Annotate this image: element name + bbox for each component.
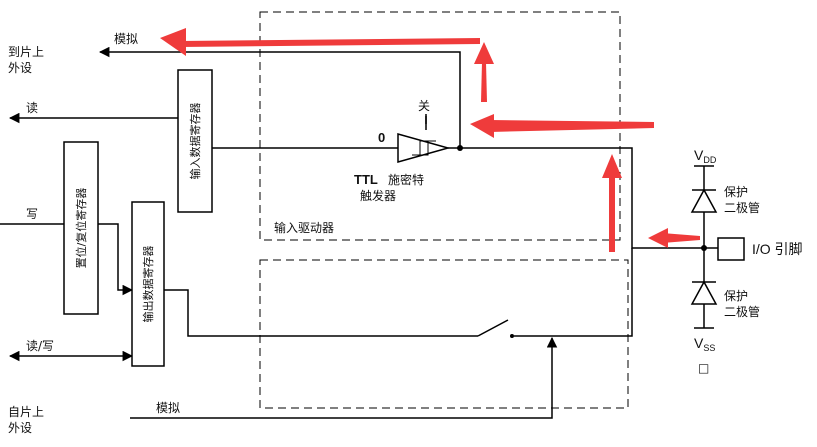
from-onchip-label-1: 自片上 bbox=[8, 405, 44, 419]
analog-top-wire bbox=[98, 46, 461, 148]
analog-top-label: 模拟 bbox=[114, 32, 138, 46]
input-driver-label: 输入驱动器 bbox=[274, 220, 334, 235]
output-data-register-label: 输出数据寄存器 bbox=[141, 246, 155, 323]
small-square-mark: □ bbox=[698, 361, 709, 375]
pin-node bbox=[701, 245, 707, 251]
set-reset-register bbox=[63, 141, 99, 315]
schmitt-output-wire bbox=[448, 147, 718, 249]
io-pin-label: I/O 引脚 bbox=[752, 241, 803, 257]
red-arrow-pin-up bbox=[602, 154, 622, 252]
input-data-register bbox=[177, 69, 213, 213]
input-data-register-label: 输入数据寄存器 bbox=[188, 103, 202, 180]
from-onchip-label-2: 外设 bbox=[8, 421, 32, 435]
read-write-label: 读/写 bbox=[26, 339, 54, 353]
schmitt-label-1: 施密特 bbox=[388, 172, 424, 187]
write-label: 写 bbox=[26, 207, 38, 221]
off-label: 关 bbox=[418, 99, 430, 113]
schmitt-symbol bbox=[412, 140, 436, 156]
lower-protect-label-1: 保护 bbox=[724, 289, 748, 303]
to-onchip-label-1: 到片上 bbox=[8, 45, 44, 59]
ttl-label: TTL bbox=[354, 172, 378, 187]
set-reset-register-label: 置位/复位寄存器 bbox=[74, 188, 88, 269]
analog-bottom-wire bbox=[130, 336, 558, 419]
vdd-label: VDD bbox=[694, 147, 717, 165]
zero-label: 0 bbox=[378, 130, 385, 145]
schmitt-label-2: 触发器 bbox=[360, 188, 396, 203]
lower-protection-diode bbox=[690, 280, 718, 305]
schmitt-out-node bbox=[457, 145, 463, 151]
red-arrow-pin-left bbox=[648, 228, 700, 248]
upper-protect-label-1: 保护 bbox=[724, 185, 748, 199]
red-arrow-up-right bbox=[474, 42, 494, 102]
set-reset-to-output-wire bbox=[98, 223, 134, 296]
output-to-pin-wire bbox=[514, 248, 633, 337]
analog-bottom-label: 模拟 bbox=[156, 401, 180, 415]
switch-blade bbox=[477, 319, 509, 337]
lower-protect-label-2: 二极管 bbox=[724, 304, 760, 319]
io-pin-box bbox=[717, 237, 745, 261]
switch-contact bbox=[510, 334, 514, 338]
to-onchip-label-2: 外设 bbox=[8, 61, 32, 75]
red-arrow-analog-left bbox=[160, 28, 480, 56]
red-arrow-schmitt-left bbox=[470, 114, 654, 138]
output-wire bbox=[164, 289, 478, 337]
upper-protect-label-2: 二极管 bbox=[724, 200, 760, 215]
output-driver-region bbox=[259, 259, 629, 409]
read-label: 读 bbox=[26, 101, 38, 115]
vss-label: VSS bbox=[694, 335, 715, 353]
upper-protection-diode bbox=[690, 188, 718, 213]
output-data-register bbox=[131, 201, 165, 367]
